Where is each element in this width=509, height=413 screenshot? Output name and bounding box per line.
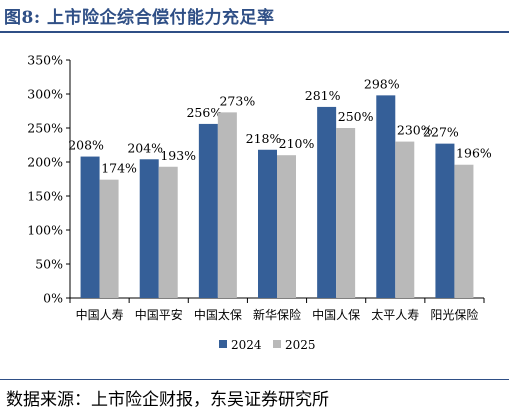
- data-label-2025: 196%: [456, 146, 492, 161]
- bar-2024: [258, 149, 277, 298]
- figure-title: 图8: 上市险企综合偿付能力充足率: [4, 8, 275, 28]
- x-tick-label: 中国太保: [194, 307, 242, 322]
- data-label-2024: 281%: [305, 88, 341, 103]
- y-tick-label: 300%: [27, 87, 63, 102]
- bar-2024: [139, 159, 159, 298]
- data-label-2024: 298%: [364, 76, 400, 91]
- bar-2024: [80, 156, 100, 298]
- bar-2025: [99, 179, 119, 298]
- figure-header: 图8: 上市险企综合偿付能力充足率: [0, 0, 509, 34]
- x-tick-label: 太平人寿: [371, 307, 419, 322]
- x-tick-label: 新华保险: [253, 307, 301, 322]
- data-label-2024: 218%: [246, 131, 282, 146]
- bar-2025: [217, 112, 237, 298]
- data-label-2024: 208%: [68, 138, 104, 153]
- y-tick-label: 100%: [27, 223, 63, 238]
- data-label-2024: 204%: [127, 140, 163, 155]
- title-divider: [0, 31, 509, 33]
- x-tick-label: 中国人寿: [76, 307, 124, 322]
- legend-label-2025: 2025: [285, 338, 316, 352]
- y-tick-label: 50%: [35, 257, 63, 272]
- legend-swatch-2024: [219, 340, 227, 348]
- x-tick-label: 中国平安: [135, 307, 183, 322]
- bar-chart: 0% 50% 100% 150% 200% 250% 300% 350% 208% 174% 中国人…: [27, 53, 492, 353]
- x-tick-label: 中国人保: [312, 307, 360, 322]
- data-label-2025: 174%: [101, 161, 137, 176]
- bar-2024: [435, 143, 455, 298]
- x-tick-label: 阳光保险: [430, 307, 478, 322]
- data-label-2024: 256%: [186, 105, 222, 120]
- bar-2025: [277, 155, 296, 298]
- bar-2025: [158, 166, 178, 298]
- bar-2025: [336, 128, 356, 298]
- y-tick-label: 350%: [27, 53, 63, 68]
- y-tick-label: 200%: [27, 155, 63, 170]
- legend-swatch-2025: [273, 340, 281, 348]
- data-label-2024: 227%: [423, 125, 459, 140]
- y-tick-label: 0%: [43, 291, 63, 306]
- bar-2025: [395, 141, 415, 298]
- bar-2025: [454, 164, 474, 298]
- data-source-note: 数据来源：上市险企财报，东吴证券研究所: [6, 390, 329, 410]
- data-label-2025: 230%: [397, 123, 433, 138]
- data-label-2025: 273%: [219, 93, 255, 108]
- bar-2024: [317, 106, 337, 298]
- data-label-2025: 193%: [160, 148, 196, 163]
- y-tick-label: 150%: [27, 189, 63, 204]
- legend-label-2024: 2024: [231, 338, 262, 352]
- bar-2024: [198, 123, 218, 298]
- y-tick-label: 250%: [27, 121, 63, 136]
- source-divider: [0, 379, 509, 380]
- data-label-2025: 210%: [279, 136, 315, 151]
- bar-2024: [376, 95, 396, 298]
- data-label-2025: 250%: [338, 109, 374, 124]
